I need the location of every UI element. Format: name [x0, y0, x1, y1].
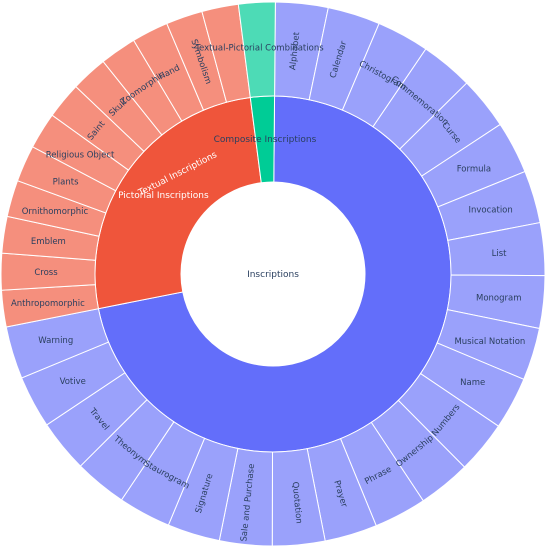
label-anthropomorphic: Anthropomorphic [11, 299, 85, 309]
label-plants: Plants [53, 178, 79, 188]
label-list: List [492, 249, 508, 259]
label-quotation: Quotation [290, 481, 304, 524]
label-religious-object: Religious Object [46, 150, 115, 160]
label-textual-pictorial-combinations: Textual-Pictorial Combinations [194, 43, 324, 53]
label-composite-inscriptions: Composite Inscriptions [214, 135, 317, 145]
label-cross: Cross [34, 268, 58, 278]
label-musical-notation: Musical Notation [454, 337, 525, 347]
label-warning: Warning [38, 336, 73, 346]
label-invocation: Invocation [468, 205, 512, 215]
slice-composite-inscriptions-textual-pictorial-combinations[interactable] [237, 1, 276, 99]
label-formula: Formula [457, 164, 491, 174]
label-emblem: Emblem [31, 237, 66, 247]
root-label: Inscriptions [247, 270, 299, 280]
label-ornithomorphic: Ornithomorphic [22, 207, 89, 217]
label-monogram: Monogram [476, 294, 522, 304]
label-pictorial-inscriptions: Pictorial Inscriptions [118, 191, 209, 201]
label-votive: Votive [60, 377, 86, 387]
label-name: Name [460, 378, 485, 388]
label-alphabet: Alphabet [288, 31, 302, 71]
